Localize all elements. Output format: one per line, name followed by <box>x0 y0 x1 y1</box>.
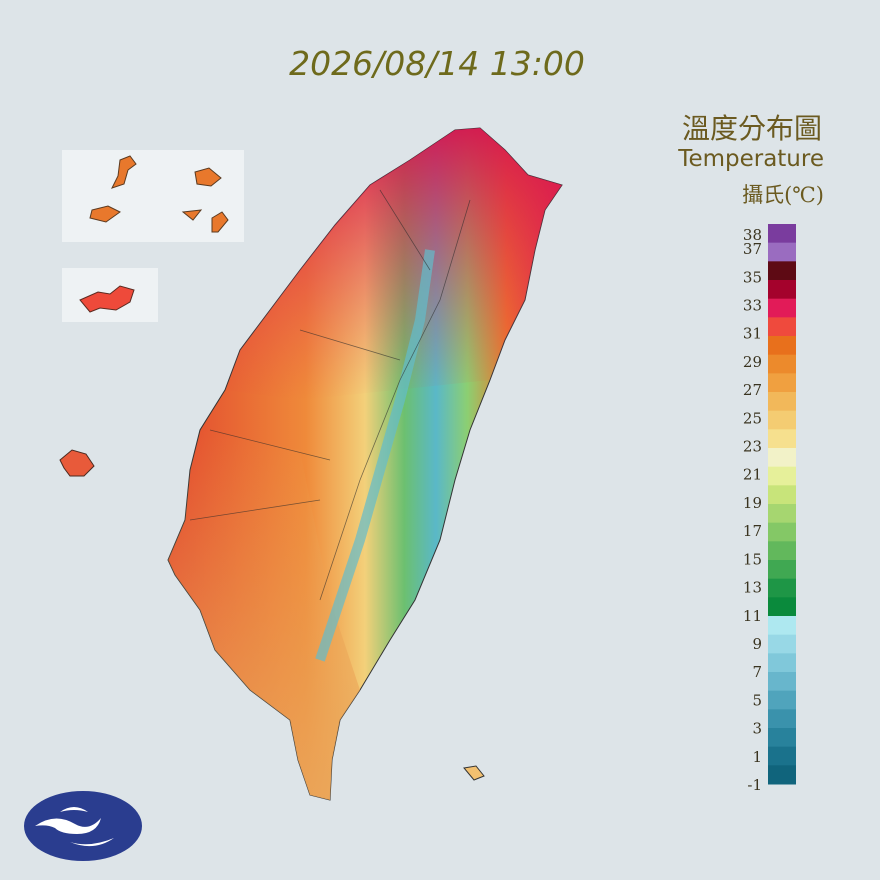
legend-swatch <box>768 429 796 449</box>
legend-label: 27 <box>743 381 762 399</box>
inset-islands <box>89 155 229 233</box>
legend-swatch <box>768 634 796 654</box>
legend-label: 33 <box>743 297 762 315</box>
legend-swatch <box>768 392 796 412</box>
legend-label: 5 <box>752 691 762 709</box>
legend-swatch <box>768 616 796 636</box>
legend-swatch <box>768 280 796 300</box>
inset-island <box>79 285 135 313</box>
legend-swatch <box>768 541 796 561</box>
legend-label: 35 <box>743 268 762 286</box>
legend-swatch <box>768 690 796 710</box>
subtitle: Temperature <box>677 146 824 172</box>
title: 溫度分布圖 <box>682 112 822 145</box>
legend-swatch <box>768 410 796 430</box>
legend-label: 11 <box>743 607 762 625</box>
legend-swatch <box>768 709 796 729</box>
legend-label: 1 <box>752 748 762 766</box>
legend-label: 23 <box>743 438 762 456</box>
legend-label: 25 <box>743 409 762 427</box>
island <box>463 765 485 781</box>
timestamp: 2026/08/14 13:00 <box>289 44 585 83</box>
legend-swatch <box>768 560 796 580</box>
legend-swatch <box>768 317 796 337</box>
legend-label: 9 <box>752 635 762 653</box>
legend-swatch <box>768 354 796 374</box>
legend-label: 37 <box>743 240 762 258</box>
legend-swatch <box>768 242 796 262</box>
legend-label: 29 <box>743 353 762 371</box>
legend-swatch <box>768 448 796 468</box>
legend-swatch <box>768 522 796 542</box>
legend-label: 38 <box>743 226 762 244</box>
legend-label: 17 <box>743 522 762 540</box>
legend-swatch <box>768 653 796 673</box>
legend-swatch <box>768 578 796 598</box>
legend-label: 19 <box>743 494 762 512</box>
legend-swatch <box>768 728 796 748</box>
legend-label: 21 <box>743 466 762 484</box>
legend-swatch <box>768 336 796 356</box>
legend-swatch <box>768 485 796 505</box>
taiwan <box>167 127 563 801</box>
legend-swatch <box>768 261 796 281</box>
legend-swatch <box>768 746 796 766</box>
unit: 攝氏(℃) <box>742 183 824 207</box>
legend-swatch <box>768 224 796 244</box>
legend-swatch <box>768 373 796 393</box>
legend-swatch <box>768 765 796 785</box>
legend-label: 3 <box>752 720 762 738</box>
legend-swatch <box>768 672 796 692</box>
legend-swatch <box>768 298 796 318</box>
legend-label: -1 <box>747 776 762 794</box>
legend-swatch <box>768 504 796 524</box>
legend-label: 13 <box>743 579 762 597</box>
logo <box>24 791 142 861</box>
penghu <box>59 449 95 477</box>
legend-label: 15 <box>743 550 762 568</box>
legend-swatch <box>768 466 796 486</box>
legend-swatch <box>768 597 796 617</box>
legend-label: 31 <box>743 325 762 343</box>
legend-label: 7 <box>752 663 762 681</box>
